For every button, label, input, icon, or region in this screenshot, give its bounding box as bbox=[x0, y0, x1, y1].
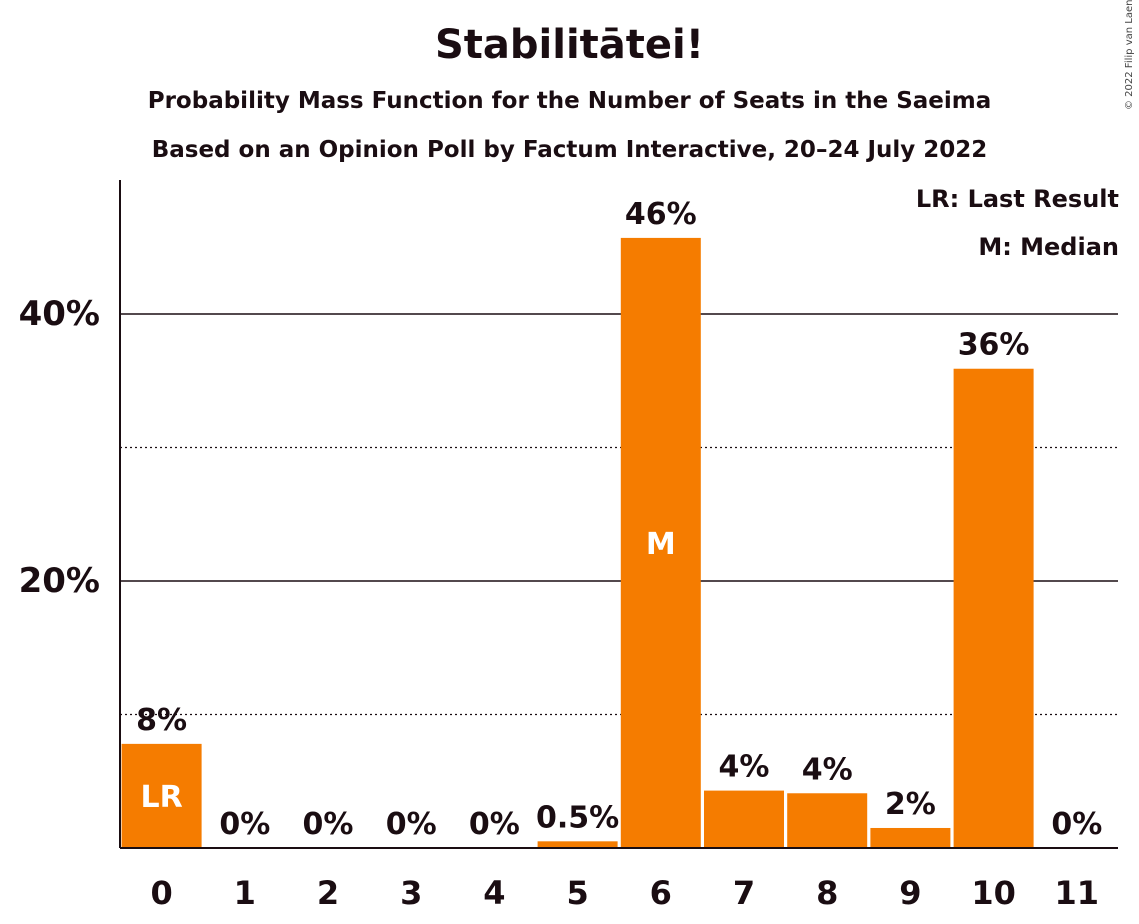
data-label-5: 0.5% bbox=[536, 800, 619, 835]
legend-median: M: Median bbox=[978, 233, 1119, 261]
x-tick-label-5: 5 bbox=[566, 874, 588, 912]
data-label-3: 0% bbox=[386, 807, 437, 842]
x-tick-label-4: 4 bbox=[483, 874, 505, 912]
chart-title: Stabilitātei! bbox=[434, 22, 704, 68]
data-label-8: 4% bbox=[802, 752, 853, 787]
bar-6 bbox=[620, 237, 701, 848]
chart-subtitle-1: Probability Mass Function for the Number… bbox=[147, 88, 992, 114]
x-tick-label-6: 6 bbox=[650, 874, 672, 912]
data-label-6: 46% bbox=[625, 197, 697, 232]
x-tick-label-2: 2 bbox=[317, 874, 339, 912]
bar-5 bbox=[537, 841, 618, 848]
x-tick-label-3: 3 bbox=[400, 874, 422, 912]
x-tick-label-1: 1 bbox=[234, 874, 256, 912]
data-label-1: 0% bbox=[219, 807, 270, 842]
y-tick-label-40: 40% bbox=[19, 294, 100, 334]
data-label-11: 0% bbox=[1051, 807, 1102, 842]
y-tick-label-20: 20% bbox=[19, 561, 100, 601]
bar-10 bbox=[953, 368, 1034, 848]
data-label-10: 36% bbox=[958, 328, 1030, 363]
x-tick-label-7: 7 bbox=[733, 874, 755, 912]
bar-7 bbox=[704, 790, 784, 848]
bar-marker-M: M bbox=[646, 527, 676, 562]
x-tick-label-11: 11 bbox=[1055, 874, 1100, 912]
bar-0 bbox=[121, 743, 202, 848]
data-label-0: 8% bbox=[136, 703, 187, 738]
data-label-7: 4% bbox=[719, 750, 770, 785]
x-tick-label-9: 9 bbox=[899, 874, 921, 912]
bar-marker-LR: LR bbox=[140, 780, 182, 815]
chart-subtitle-2: Based on an Opinion Poll by Factum Inter… bbox=[151, 137, 988, 163]
data-label-4: 0% bbox=[469, 807, 520, 842]
x-tick-label-0: 0 bbox=[150, 874, 172, 912]
x-tick-label-10: 10 bbox=[971, 874, 1016, 912]
x-tick-label-8: 8 bbox=[816, 874, 838, 912]
legend-last-result: LR: Last Result bbox=[915, 185, 1119, 213]
bar-9 bbox=[870, 827, 951, 848]
data-label-2: 0% bbox=[303, 807, 354, 842]
data-label-9: 2% bbox=[885, 787, 936, 822]
bar-8 bbox=[787, 793, 868, 848]
